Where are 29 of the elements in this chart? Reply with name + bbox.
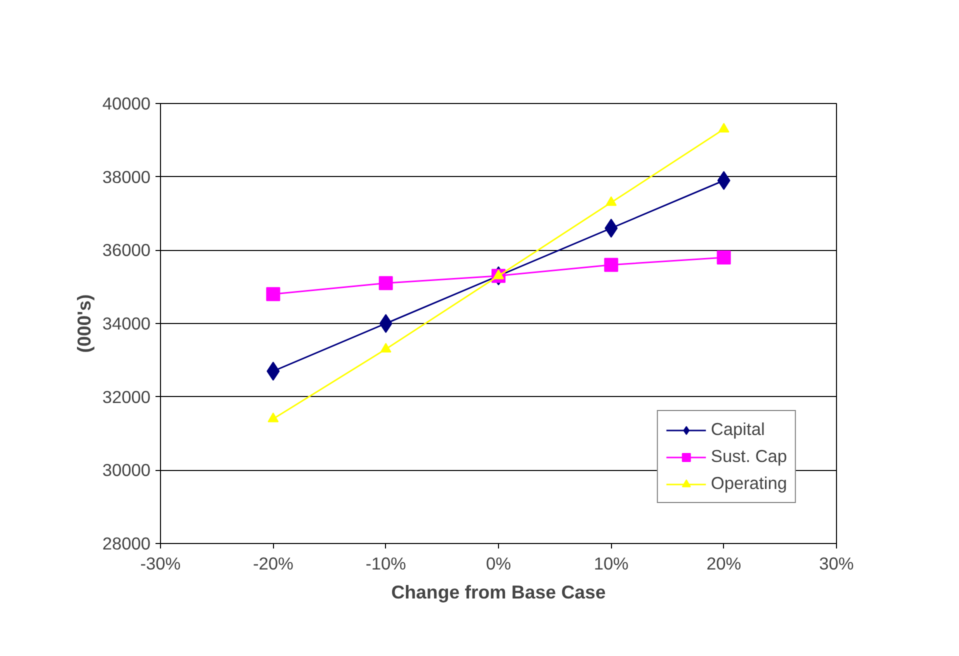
point — [378, 276, 393, 290]
y-tick-label: 40000 — [102, 94, 150, 114]
y-tick-label: 36000 — [102, 240, 150, 260]
point — [266, 287, 280, 302]
x-tick-label: 10% — [594, 554, 629, 574]
point — [268, 412, 279, 422]
point — [606, 196, 617, 206]
y-tick-label: 32000 — [102, 386, 150, 407]
y-tick-label: 34000 — [102, 314, 150, 334]
point — [716, 250, 731, 264]
point — [717, 171, 730, 190]
y-tick-label: 30000 — [102, 460, 150, 480]
y-tick-label: 38000 — [102, 166, 150, 187]
point — [604, 258, 618, 272]
x-tick-label: 20% — [706, 554, 742, 574]
point — [380, 342, 392, 353]
x-tick-label: -20% — [252, 554, 294, 574]
legend-label: Operating — [710, 473, 787, 494]
x-axis-title: Change from Base Case — [391, 582, 606, 602]
x-tick-label: 30% — [819, 554, 854, 574]
y-tick-label: 28000 — [102, 534, 150, 554]
legend-label: Capital — [710, 419, 765, 440]
legend-label: Sust. Cap — [710, 446, 787, 467]
point — [718, 122, 730, 133]
y-axis-title: (000's) — [73, 294, 94, 353]
x-tick-label: -30% — [140, 554, 181, 574]
x-tick-label: -10% — [366, 554, 406, 574]
point — [379, 314, 392, 333]
x-tick-label: 0% — [486, 554, 512, 574]
